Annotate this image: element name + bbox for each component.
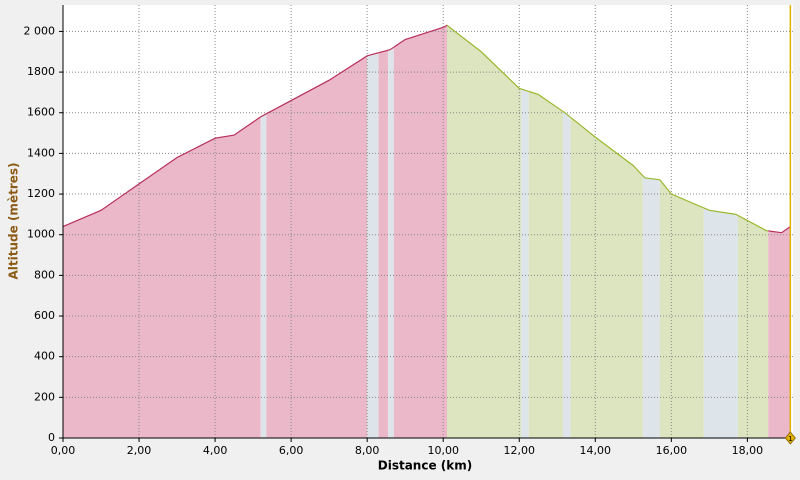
y-tick-label: 1600 (27, 106, 55, 119)
segment-area (521, 88, 529, 438)
cursor-label: 1 (788, 435, 792, 443)
segment-area (570, 117, 643, 438)
x-tick-label: 14,00 (580, 444, 612, 457)
segment-area (393, 25, 448, 438)
cursor-marker (784, 431, 796, 445)
y-tick-label: 1800 (27, 65, 55, 78)
segment-area (388, 47, 394, 438)
y-tick-label: 1400 (27, 146, 55, 159)
y-tick-label: 0 (48, 431, 55, 444)
segment-area (642, 175, 660, 438)
x-axis-title: Distance (km) (378, 459, 472, 473)
segment-area (659, 179, 704, 438)
segment-area (703, 207, 738, 438)
y-tick-label: 1000 (27, 228, 55, 241)
segment-area (737, 215, 769, 438)
y-tick-label: 800 (34, 268, 55, 281)
segment-area (63, 116, 261, 438)
y-tick-label: 400 (34, 350, 55, 363)
y-tick-label: 2 000 (24, 24, 56, 37)
segment-area (367, 52, 379, 438)
x-tick-label: 12,00 (504, 444, 536, 457)
x-tick-label: 2,00 (127, 444, 152, 457)
x-tick-label: 16,00 (656, 444, 688, 457)
segment-area (378, 50, 389, 438)
segment-area (768, 226, 791, 438)
y-tick-label: 200 (34, 390, 55, 403)
y-tick-label: 600 (34, 309, 55, 322)
x-tick-label: 4,00 (203, 444, 228, 457)
y-tick-label: 1200 (27, 187, 55, 200)
segment-area (266, 55, 368, 438)
x-tick-label: 10,00 (427, 444, 459, 457)
x-tick-label: 0,00 (51, 444, 76, 457)
profile-line (659, 179, 704, 209)
profile-line (447, 24, 522, 90)
profile-line (63, 116, 261, 228)
x-tick-label: 8,00 (355, 444, 380, 457)
segment-area (528, 91, 563, 438)
segment-area (447, 25, 522, 438)
y-axis-title: Altitude (mètres) (7, 163, 21, 280)
x-tick-label: 18,00 (732, 444, 764, 457)
x-tick-label: 6,00 (279, 444, 304, 457)
